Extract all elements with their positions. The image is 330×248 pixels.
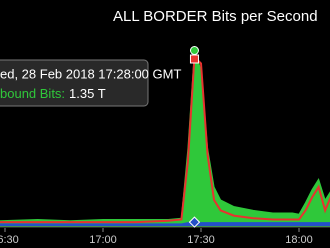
x-tick-label: 16:30 [0, 234, 19, 246]
x-tick-label: 18:00 [285, 234, 313, 246]
tooltip-time: ed, 28 Feb 2018 17:28:00 GMT [0, 66, 181, 81]
other-marker [188, 216, 201, 228]
tooltip-value: 1.35 T [69, 86, 106, 101]
inbound-marker [189, 46, 199, 55]
x-tick-label: 17:00 [89, 234, 117, 246]
tooltip-box [0, 59, 149, 107]
outbound-line [0, 54, 330, 224]
chart-title: ALL BORDER Bits per Second [113, 8, 318, 25]
other-area [0, 222, 330, 226]
tooltip-series: bound Bits: 1.35 T [0, 86, 106, 101]
tooltip-label: bound Bits: [0, 86, 65, 101]
x-tick-label: 17:30 [187, 234, 215, 246]
inbound-area [0, 50, 330, 227]
outbound-marker [189, 54, 199, 64]
